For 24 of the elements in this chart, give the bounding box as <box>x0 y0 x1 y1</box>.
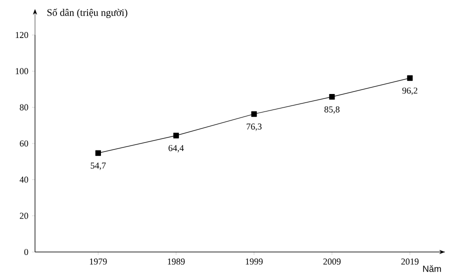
y-tick-label: 80 <box>20 104 28 110</box>
point <box>95 150 101 156</box>
y-tick-label: 20 <box>20 212 28 219</box>
y-tick-label: 0 <box>24 248 28 256</box>
x-tick-label: 1989 <box>168 258 185 265</box>
data-label: 76,3 <box>246 124 262 131</box>
y-tick-label: 100 <box>16 68 28 74</box>
y-tick-label: 60 <box>20 140 28 147</box>
point <box>251 111 257 117</box>
data-label: 64,4 <box>168 145 184 152</box>
y-axis-title: Số dân (triệu người) <box>47 8 128 18</box>
point <box>173 132 179 138</box>
x-tick-label: 1979 <box>90 258 107 265</box>
x-tick-label: 1999 <box>246 258 263 265</box>
data-label: 54,7 <box>90 162 106 170</box>
x-tick-label: 2009 <box>323 258 341 265</box>
data-label: 85,8 <box>324 106 340 114</box>
x-axis-title: Năm <box>423 265 441 272</box>
point <box>407 75 413 81</box>
data-label: 96,2 <box>402 88 418 95</box>
x-tick-label: 2019 <box>401 258 419 265</box>
y-tick-label: 120 <box>16 32 28 38</box>
y-tick-label: 40 <box>20 176 28 183</box>
point <box>329 94 335 100</box>
